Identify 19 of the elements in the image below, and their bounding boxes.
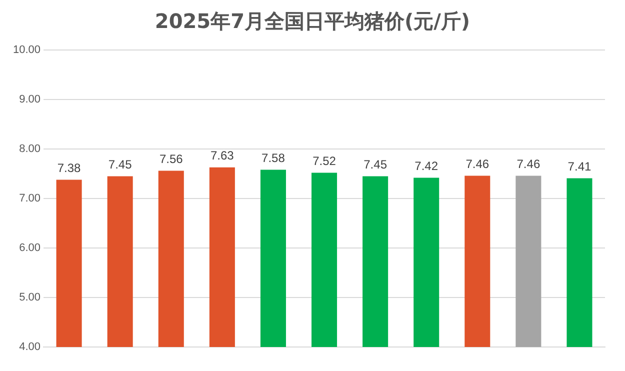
data-label: 7.45 (108, 158, 132, 172)
data-label: 7.45 (364, 158, 388, 172)
y-tick-label: 5.00 (19, 292, 41, 304)
data-label: 7.46 (516, 157, 540, 172)
data-label: 7.42 (414, 159, 438, 174)
data-label: 7.52 (312, 154, 336, 168)
data-label: 7.41 (568, 160, 592, 174)
y-tick-label: 10.00 (12, 44, 41, 56)
y-tick-label: 9.00 (19, 94, 41, 106)
y-tick-label: 6.00 (19, 242, 41, 254)
data-label: 7.58 (262, 151, 286, 166)
y-tick-label: 4.00 (19, 341, 41, 354)
chart-title: 2025年7月全国日平均猪价(元/斤) (154, 8, 472, 35)
data-label: 7.56 (159, 152, 184, 166)
data-label: 7.46 (466, 157, 490, 172)
data-label: 7.63 (210, 148, 234, 163)
data-label: 7.38 (57, 161, 82, 176)
y-tick-label: 8.00 (19, 143, 41, 156)
y-tick-label: 7.00 (19, 192, 41, 205)
